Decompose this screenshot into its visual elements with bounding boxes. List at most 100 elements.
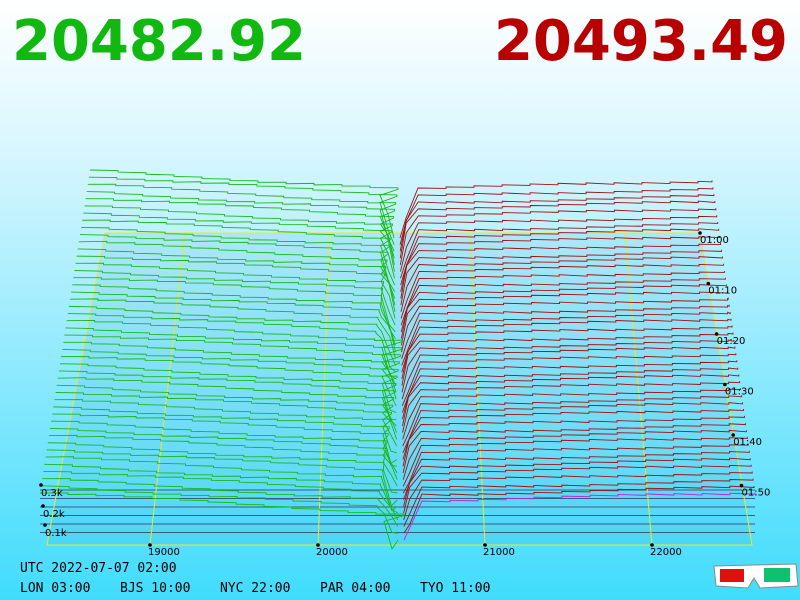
- zone-time: BJS 10:00: [120, 581, 190, 596]
- ask-layer: [400, 228, 720, 286]
- ask-layer: [402, 374, 740, 427]
- x-tick-label: 19000: [148, 547, 180, 558]
- ask-layer: [403, 478, 754, 527]
- bid-layer: [54, 399, 397, 454]
- ask-layer: [400, 215, 718, 272]
- bid-layer: [88, 176, 398, 245]
- bid-layer: [89, 169, 399, 239]
- time-tick-label: 01:20: [717, 336, 746, 347]
- depth-tick-label: 0.2k: [43, 509, 65, 520]
- ask-layer: [400, 256, 723, 312]
- floor-frame: [46, 232, 753, 546]
- ask-layer: [400, 243, 722, 299]
- ask-layer: [401, 318, 732, 373]
- zone-time: NYC 22:00: [220, 581, 290, 596]
- ask-layer: [400, 236, 721, 292]
- ask-layer: [399, 194, 715, 252]
- time-tick-label: 01:40: [733, 437, 762, 448]
- bid-layer: [41, 485, 398, 534]
- bid-layer: [78, 240, 396, 306]
- ask-layer: [401, 367, 739, 420]
- bid-layer: [39, 492, 405, 550]
- time-tick: [706, 281, 711, 286]
- bid-layer: [45, 456, 398, 512]
- depth-tick-label: 0.3k: [41, 488, 63, 499]
- floor: [47, 233, 752, 545]
- bid-layer: [66, 319, 404, 380]
- depth-tick-label: 0.1k: [45, 528, 67, 539]
- 3d-glasses-icon[interactable]: [713, 563, 799, 589]
- ask-layer: [403, 450, 750, 500]
- floor-grid: [149, 232, 186, 546]
- floor-grid: [317, 232, 331, 546]
- bid-layer: [61, 356, 398, 413]
- ask-layer: [401, 297, 729, 353]
- ask-layer: [400, 277, 726, 333]
- ask-layer: [399, 200, 716, 259]
- ask-layer: [400, 270, 725, 326]
- ask-layer: [401, 332, 734, 386]
- x-tick: [650, 543, 654, 547]
- ask-layer: [402, 436, 748, 487]
- ask-layer: [403, 464, 752, 514]
- bid-layer: [62, 348, 399, 406]
- time-tick-label: 01:10: [708, 286, 737, 297]
- ask-layer: [403, 492, 756, 541]
- bid-layer: [56, 384, 398, 440]
- bid-layer: [83, 212, 395, 279]
- ask-layer: [401, 325, 733, 380]
- ask-layer: [400, 249, 723, 306]
- ask-layer: [403, 471, 753, 520]
- ask-layer: [401, 339, 735, 393]
- ask-layer: [401, 304, 730, 359]
- bid-layer: [52, 413, 398, 467]
- ask-layer: [400, 263, 724, 319]
- x-tick-label: 21000: [483, 547, 515, 558]
- bid-layer: [71, 291, 396, 353]
- zone-time: LON 03:00: [20, 581, 90, 596]
- x-tick-label: 22000: [650, 547, 682, 558]
- ask-layer: [401, 353, 737, 406]
- ask-layer: [399, 208, 717, 265]
- bid-layer: [76, 255, 396, 319]
- bid-layer: [51, 420, 398, 474]
- ask-layer: [402, 429, 747, 480]
- floor-grid: [469, 232, 486, 546]
- bid-layer: [49, 427, 398, 480]
- ask-layer: [401, 360, 738, 413]
- bid-layer: [48, 434, 398, 487]
- bid-layer: [44, 463, 398, 514]
- time-zones: LON 03:00 BJS 10:00 NYC 22:00 PAR 04:00 TYO …: [20, 581, 490, 596]
- ask-layer: [399, 187, 714, 245]
- utc-time: UTC 2022-07-07 02:00: [20, 561, 177, 576]
- ask-price: 20493.49: [494, 9, 788, 74]
- x-tick: [148, 543, 152, 547]
- ask-layer: [403, 457, 751, 507]
- ask-layer: [401, 311, 731, 366]
- bid-layer: [79, 234, 396, 299]
- depth-tick: [39, 483, 43, 487]
- bid-layer: [67, 313, 397, 373]
- bid-layer: [58, 370, 397, 427]
- ask-layer: [402, 381, 741, 433]
- bid-layer: [75, 262, 396, 326]
- ask-layer: [402, 395, 743, 447]
- bid-layer: [82, 219, 396, 286]
- bid-layer: [74, 270, 396, 333]
- depth-tick: [41, 504, 45, 508]
- time-tick-label: 01:30: [725, 387, 754, 398]
- bid-layer: [63, 341, 400, 400]
- bid-layer: [65, 327, 403, 386]
- ask-layer: [403, 485, 755, 534]
- bid-layer: [72, 284, 396, 346]
- bid-layer: [86, 191, 396, 259]
- bid-price: 20482.92: [12, 9, 306, 74]
- time-tick: [723, 382, 727, 387]
- bid-layer: [84, 205, 395, 272]
- depth-tick: [43, 523, 47, 527]
- ask-layer: [402, 408, 744, 460]
- ask-layer: [401, 346, 736, 400]
- time-tick: [698, 231, 702, 235]
